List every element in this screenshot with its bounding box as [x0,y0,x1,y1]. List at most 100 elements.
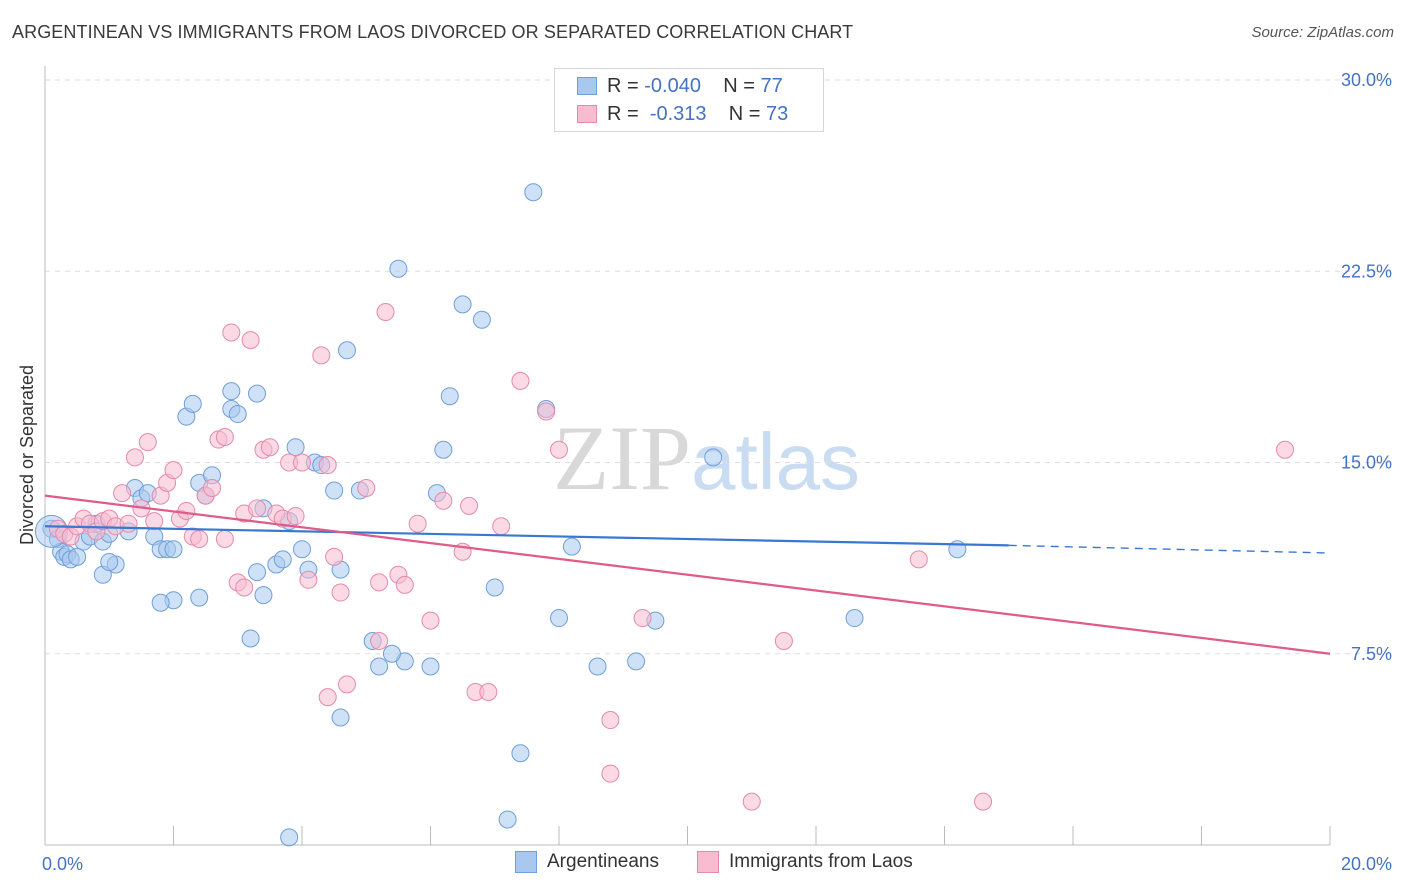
data-point [260,438,279,457]
data-point [627,652,646,671]
data-point [125,448,144,467]
data-point [421,657,440,676]
chart-title: ARGENTINEAN VS IMMIGRANTS FROM LAOS DIVO… [12,22,854,42]
trend-lines [44,494,1331,655]
data-point [601,711,620,730]
data-point [774,632,793,650]
data-point [190,530,209,548]
watermark-zip: ZIP [553,407,691,509]
data-point [215,428,234,446]
data-point [337,675,356,694]
bottom-legend-laos: Immigrants from Laos [697,851,913,873]
data-point [434,491,453,510]
data-point [974,792,993,811]
data-point [228,405,247,424]
data-point [337,341,356,360]
data-point [215,530,234,548]
legend-n-value: 73 [766,102,789,125]
legend-r-value: -0.040 [644,74,701,97]
data-point [241,331,260,350]
x-tick-label-max: 20.0% [1341,854,1392,874]
data-point [164,540,183,559]
legend-row-argentineans: R = -0.040 N = 77 [577,73,783,99]
series-argentineans-points [34,183,967,847]
legend-swatch-blue [577,77,597,95]
data-point [370,573,389,592]
trend-line-laos [44,494,1331,655]
y-tick-label: 22.5% [1341,261,1392,281]
legend-r-label: R = [607,74,639,97]
bottom-legend-label: Immigrants from Laos [729,851,913,872]
data-point [318,688,337,707]
legend-n-label: N = [728,102,761,125]
data-point [312,346,331,365]
data-point [145,512,164,531]
data-point [190,588,209,607]
data-point [235,578,254,597]
data-point [248,563,267,582]
trend-line-argentineans-extension [1008,544,1331,554]
y-tick-label: 7.5% [1351,644,1392,664]
data-point [511,371,530,390]
data-point [248,384,267,403]
data-point [498,810,517,829]
data-point [241,629,260,648]
bottom-legend-label: Argentineans [547,851,659,872]
legend-row-laos: R = -0.313 N = 73 [577,101,788,127]
bottom-legend-swatch-blue [515,851,537,873]
x-tick-label-min: 0.0% [42,854,83,874]
data-point [299,570,318,589]
data-point [119,514,138,533]
watermark: ZIPatlas [553,405,860,511]
data-point [203,479,222,497]
data-point [408,514,427,533]
data-point [293,453,311,472]
legend-n-value: 77 [760,74,783,97]
data-point [588,657,607,676]
data-point [601,764,620,783]
data-point [1276,440,1295,459]
data-point [460,496,479,515]
series-laos-points [48,303,1295,811]
data-point [845,609,864,628]
data-point [325,481,344,500]
y-tick-label: 15.0% [1341,453,1392,473]
data-point [177,501,196,520]
data-point [550,440,568,459]
data-point [331,708,350,727]
data-point [248,499,267,518]
legend-n-label: N = [723,74,755,97]
data-point [138,433,157,452]
data-point [479,683,498,701]
data-point [434,440,453,459]
data-point [325,547,344,566]
data-point [286,438,305,457]
data-point [485,578,504,597]
trend-line-argentineans [44,525,1009,547]
data-point [511,744,530,763]
correlation-legend: R = -0.040 N = 77 R = -0.313 N = 73 [554,68,824,132]
data-point [273,550,292,569]
bottom-legend-argentineans: Argentineans [515,851,659,873]
data-point [222,382,241,401]
data-point [113,484,132,503]
data-point [440,387,459,406]
data-point [376,303,395,322]
data-point [524,183,543,202]
axis-labels: 7.5% 15.0% 22.5% 30.0% 0.0% 20.0% Divorced or … [17,70,1392,874]
data-point [164,461,183,480]
data-point [382,644,401,663]
data-point [742,792,761,811]
legend-swatch-pink [577,105,597,123]
data-point [370,657,389,676]
y-axis-title: Divorced or Separated [17,365,37,545]
data-point [492,517,511,536]
data-point [254,586,273,605]
data-point [280,828,299,847]
data-point [318,456,337,475]
data-point [704,448,723,467]
data-point [357,479,376,497]
data-point [183,394,202,413]
data-point [562,537,581,556]
data-point [293,540,311,559]
